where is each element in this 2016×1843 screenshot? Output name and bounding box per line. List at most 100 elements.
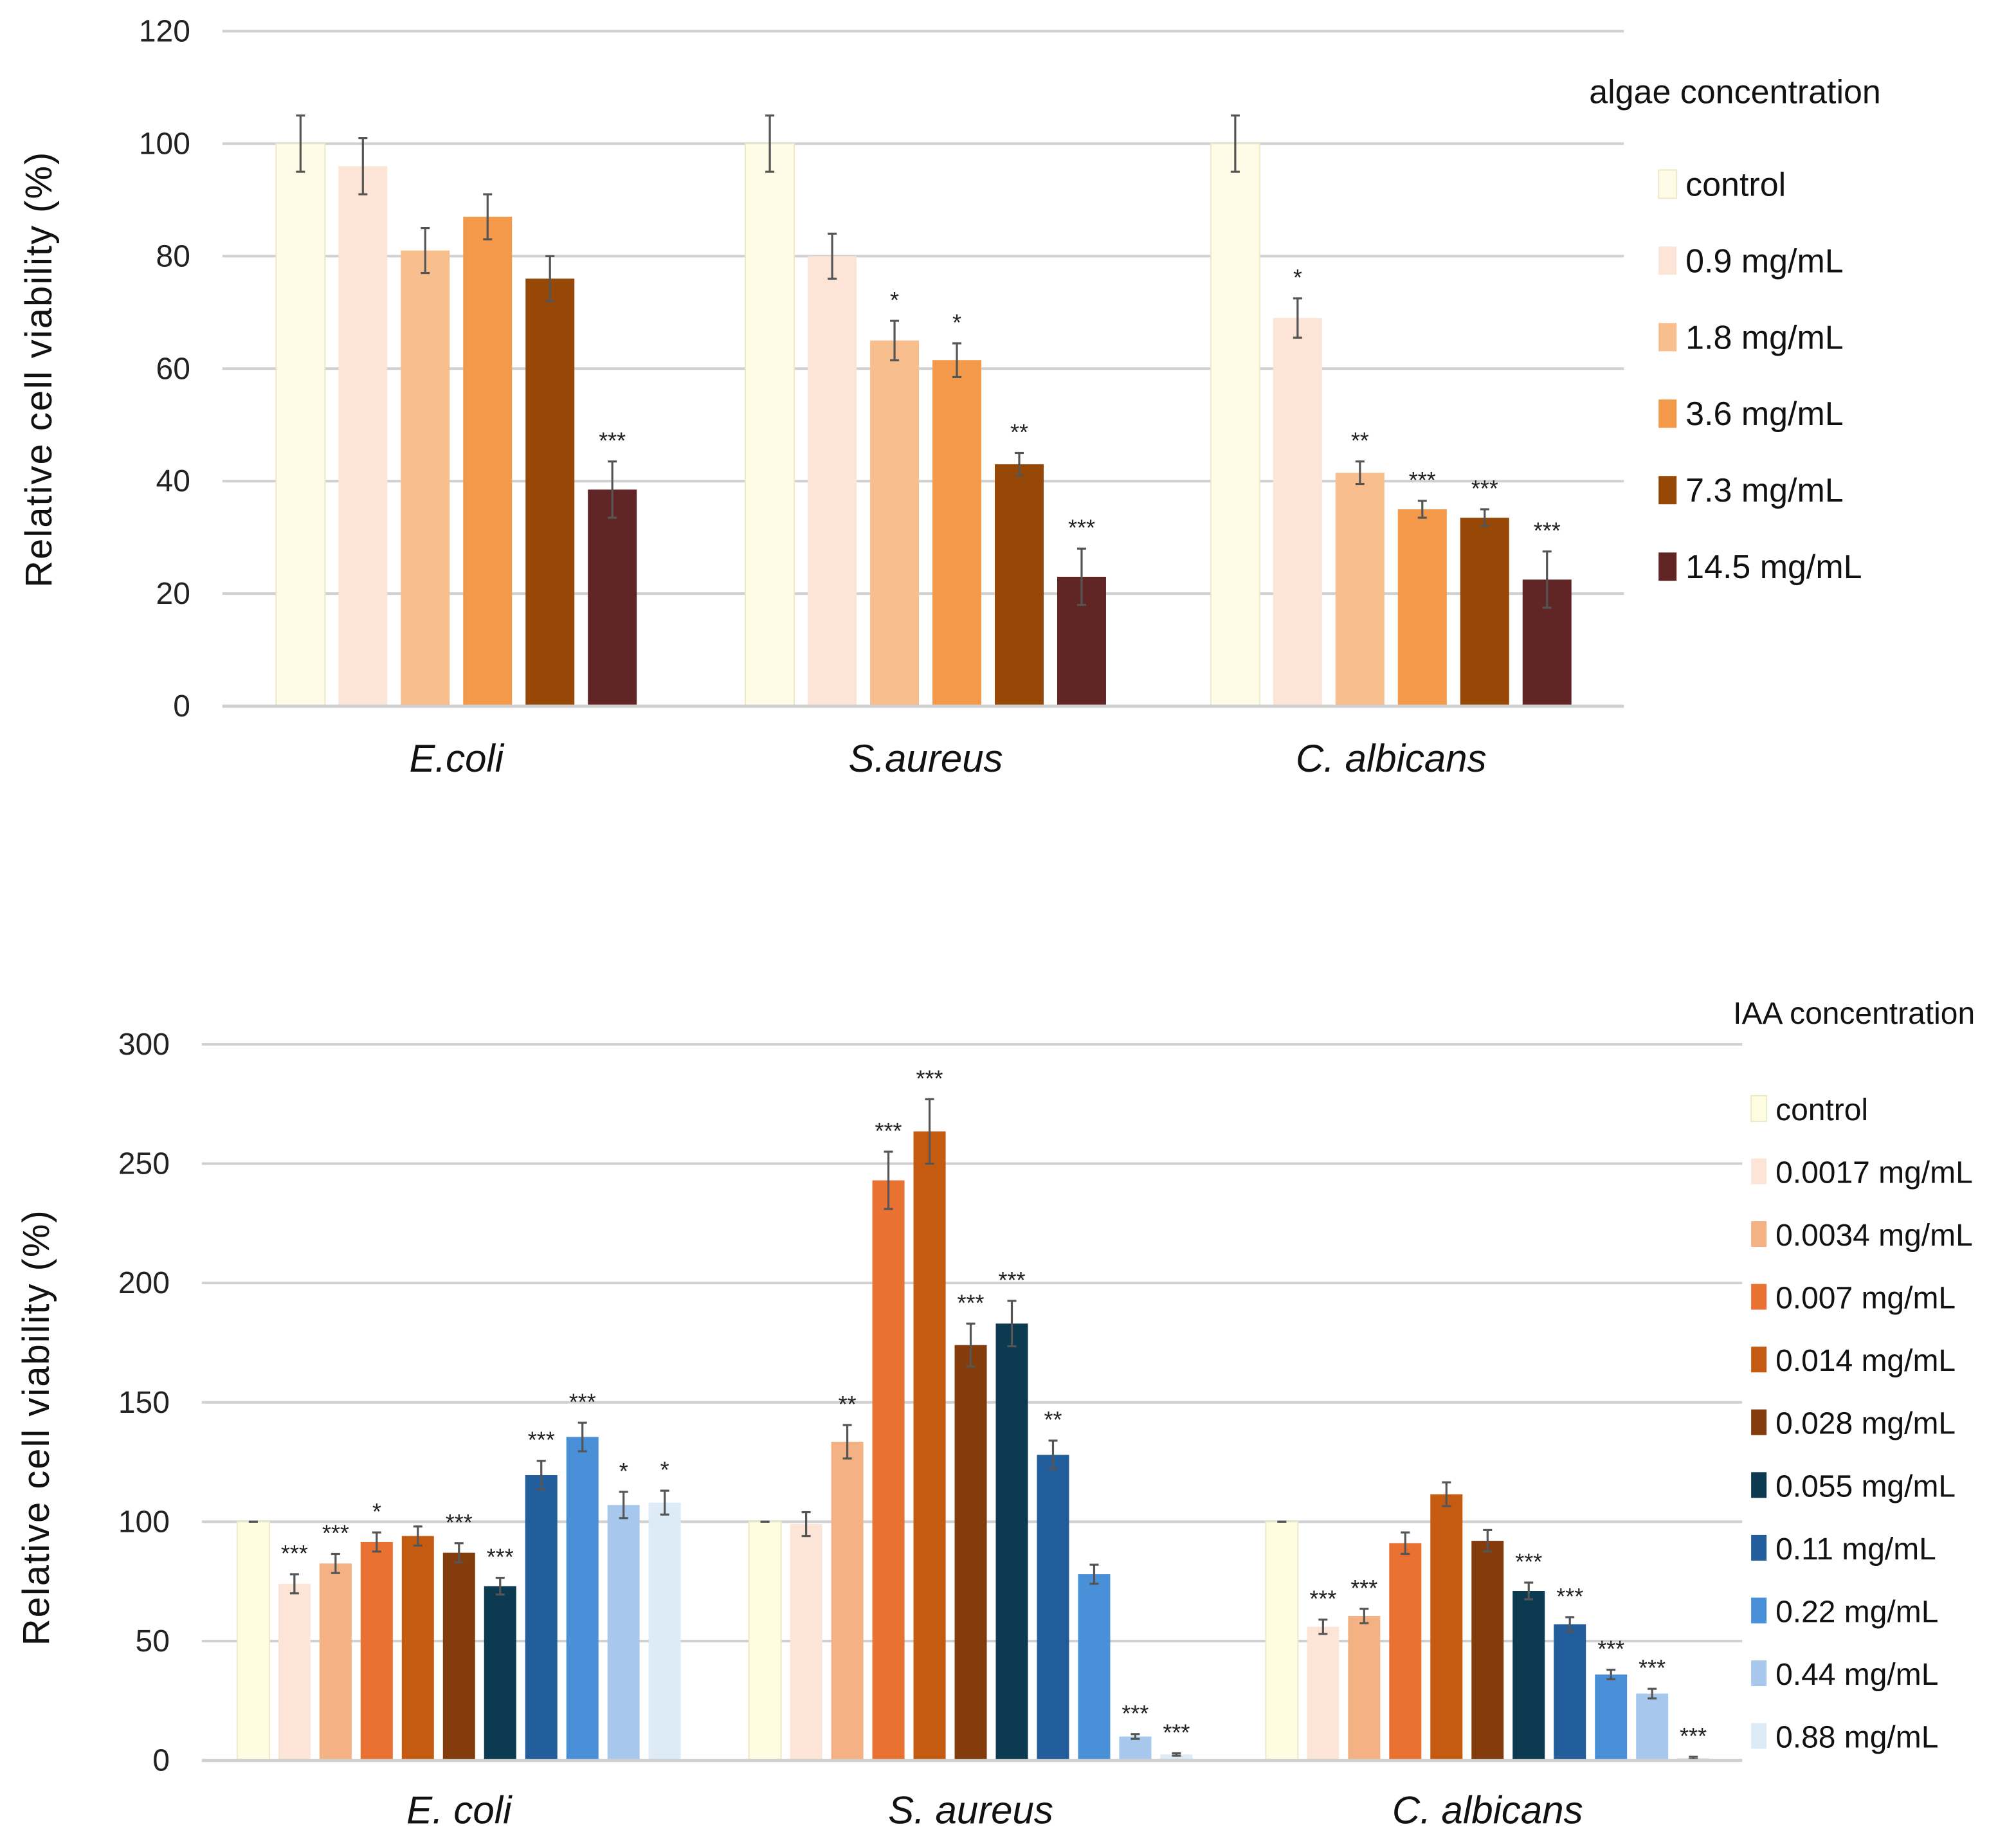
- significance-label: ***: [1515, 1548, 1542, 1575]
- bar: [1471, 1541, 1504, 1761]
- significance-label: **: [1010, 419, 1028, 445]
- bar: [588, 489, 637, 707]
- bar: [484, 1586, 516, 1761]
- bar: [745, 143, 795, 707]
- legend-label: 0.44 mg/mL: [1775, 1658, 1938, 1692]
- legend-label: 0.014 mg/mL: [1775, 1344, 1956, 1378]
- bar: [748, 1521, 782, 1761]
- bar: [1636, 1693, 1669, 1761]
- bar: [1595, 1674, 1628, 1761]
- bar: [995, 1323, 1028, 1761]
- significance-label: ***: [875, 1118, 902, 1144]
- category-label: S.aureus: [849, 737, 1003, 780]
- legend-swatch: [1751, 1723, 1767, 1749]
- legend-label: 1.8 mg/mL: [1685, 319, 1844, 356]
- legend-title: algae concentration: [1589, 73, 1881, 111]
- legend-label: 0.028 mg/mL: [1775, 1407, 1956, 1441]
- legend-swatch: [1750, 1094, 1768, 1122]
- category-label: E.coli: [409, 737, 504, 780]
- y-tick-label: 150: [118, 1386, 170, 1420]
- significance-label: *: [660, 1457, 669, 1483]
- y-tick-label: 100: [139, 127, 190, 161]
- y-tick-label: 40: [156, 464, 190, 498]
- legend-title: IAA concentration: [1733, 997, 1975, 1031]
- significance-label: ***: [487, 1544, 514, 1570]
- bar: [360, 1541, 393, 1761]
- bar: [1037, 1455, 1069, 1761]
- legend-label: 0.0017 mg/mL: [1775, 1156, 1973, 1190]
- y-tick-label: 20: [156, 577, 190, 611]
- legend-swatch: [1658, 246, 1677, 275]
- significance-label: ***: [1350, 1575, 1377, 1601]
- legend-swatch: [1658, 323, 1677, 352]
- bar: [1348, 1615, 1381, 1761]
- bar: [338, 166, 388, 707]
- legend-label: 14.5 mg/mL: [1685, 549, 1862, 586]
- y-tick-label: 200: [118, 1266, 170, 1300]
- iaa-chart: Relative cell viability (%) IAA concentr…: [16, 997, 1975, 1832]
- bar: [607, 1505, 640, 1761]
- bar: [1430, 1494, 1463, 1761]
- significance-label: ***: [1680, 1723, 1707, 1749]
- significance-label: **: [1351, 428, 1369, 454]
- bar: [954, 1345, 987, 1761]
- bar: [872, 1180, 905, 1761]
- legend-label: 0.11 mg/mL: [1775, 1532, 1936, 1566]
- legend-swatch: [1751, 1158, 1767, 1185]
- significance-label: ***: [322, 1520, 349, 1546]
- bar: [401, 1536, 434, 1761]
- bar: [831, 1442, 864, 1761]
- bar: [1160, 1754, 1193, 1761]
- y-tick-label: 250: [118, 1147, 170, 1181]
- legend-swatch: [1751, 1221, 1767, 1248]
- category-label: C. albicans: [1296, 737, 1487, 780]
- legend-label: 0.0034 mg/mL: [1775, 1219, 1973, 1253]
- y-tick-label: 300: [118, 1028, 170, 1062]
- legend-label: control: [1685, 166, 1786, 203]
- legend-swatch: [1751, 1597, 1767, 1624]
- category-label: S. aureus: [888, 1789, 1053, 1832]
- significance-label: ***: [569, 1388, 596, 1415]
- bar: [1397, 509, 1447, 707]
- legend-swatch: [1751, 1472, 1767, 1498]
- bar: [913, 1131, 946, 1761]
- bar: [442, 1552, 475, 1761]
- bar: [401, 250, 450, 707]
- y-axis-label: Relative cell viability (%): [16, 1209, 57, 1646]
- bar: [1307, 1626, 1339, 1761]
- legend-swatch: [1658, 552, 1677, 581]
- legend-swatch: [1751, 1660, 1767, 1687]
- significance-label: ***: [1309, 1586, 1336, 1612]
- y-tick-label: 60: [156, 352, 190, 386]
- significance-label: **: [839, 1391, 857, 1417]
- significance-label: ***: [446, 1509, 473, 1536]
- legend-label: 0.9 mg/mL: [1685, 242, 1844, 280]
- bar: [319, 1563, 352, 1761]
- y-tick-label: 120: [139, 14, 190, 48]
- y-axis-label: Relative cell viability (%): [19, 151, 60, 588]
- legend-swatch: [1751, 1284, 1767, 1310]
- significance-label: ***: [998, 1267, 1025, 1293]
- bar: [808, 256, 857, 707]
- bar: [1119, 1736, 1152, 1761]
- bar: [278, 1583, 311, 1761]
- y-tick-label: 50: [136, 1624, 170, 1658]
- bar: [870, 340, 920, 707]
- significance-label: ***: [916, 1065, 943, 1091]
- legend-label: 0.88 mg/mL: [1775, 1721, 1938, 1755]
- y-tick-label: 100: [118, 1505, 170, 1539]
- significance-label: ***: [1409, 467, 1436, 493]
- algae-chart: Relative cell viability (%) algae concen…: [19, 14, 1881, 780]
- y-tick-label: 0: [152, 1744, 170, 1778]
- significance-label: ***: [1556, 1583, 1583, 1610]
- bar: [1078, 1574, 1111, 1761]
- y-tick-label: 0: [173, 689, 190, 723]
- significance-label: ***: [1163, 1719, 1190, 1745]
- significance-label: ***: [528, 1427, 555, 1453]
- significance-label: ***: [1122, 1700, 1149, 1727]
- significance-label: *: [1293, 264, 1302, 291]
- bar: [648, 1502, 681, 1761]
- bar: [1512, 1591, 1545, 1761]
- bar: [995, 464, 1044, 707]
- significance-label: *: [890, 287, 899, 313]
